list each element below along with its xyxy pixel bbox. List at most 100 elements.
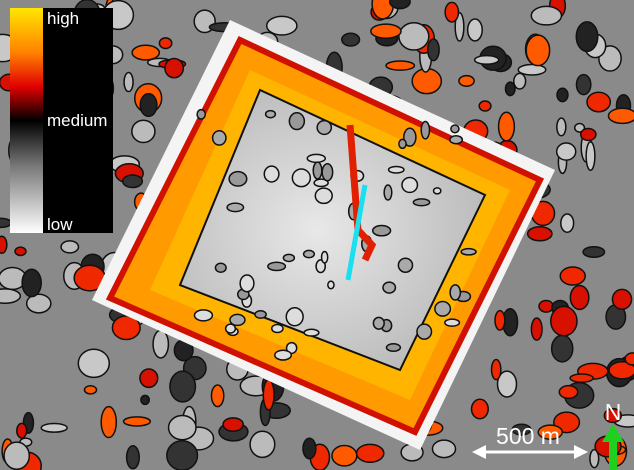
texture-blob (0, 288, 22, 304)
texture-blob (611, 288, 633, 310)
texture-blob (254, 310, 267, 319)
texture-blob (316, 119, 333, 136)
texture-blob (388, 0, 411, 10)
texture-blob (449, 284, 462, 301)
texture-blob (166, 439, 199, 470)
texture-blob (228, 170, 248, 187)
texture-blob (426, 38, 440, 62)
north-arrow-icon (602, 424, 624, 470)
texture-blob (3, 441, 31, 470)
texture-blob (214, 262, 227, 274)
texture-blob (121, 174, 144, 189)
scale-label: 500 m (496, 423, 560, 449)
texture-blob (355, 443, 385, 463)
texture-blob (382, 281, 397, 294)
texture-blob (77, 348, 111, 379)
texture-blob (385, 60, 416, 71)
texture-blob (385, 343, 402, 353)
texture-blob (624, 352, 634, 366)
texture-blob (497, 111, 516, 142)
texture-blob (60, 240, 80, 254)
texture-blob (586, 91, 612, 113)
texture-blob (140, 394, 151, 406)
texture-blob (312, 161, 323, 180)
texture-blob (291, 168, 312, 188)
texture-blob (444, 1, 460, 23)
texture-blob (443, 318, 461, 327)
texture-blob (111, 315, 141, 341)
texture-blob (403, 127, 417, 147)
texture-blob (466, 18, 483, 42)
texture-blob (302, 437, 317, 460)
texture-blob (274, 349, 293, 361)
texture-blob (263, 165, 280, 183)
texture-blob (327, 280, 335, 290)
north-arrow: N (602, 399, 624, 470)
texture-blob (285, 341, 298, 355)
texture-blob (431, 439, 457, 459)
linear-anomaly (346, 124, 377, 262)
texture-blob (398, 22, 430, 51)
texture-blob (100, 405, 118, 439)
texture-blob (589, 448, 600, 469)
color-legend: high medium low (10, 8, 113, 234)
texture-blob (470, 398, 489, 420)
texture-blob (511, 423, 532, 436)
texture-blob (412, 198, 431, 207)
texture-blob (582, 246, 606, 259)
texture-blob (559, 266, 586, 286)
texture-blob (40, 422, 68, 433)
scale-arrow-right (574, 445, 588, 459)
texture-blob (224, 323, 237, 334)
texture-blob (383, 184, 393, 201)
north-label: N (605, 399, 622, 425)
texture-blob (607, 107, 634, 125)
texture-blob (372, 316, 385, 330)
texture-blob (526, 226, 553, 242)
texture-blob (0, 217, 12, 229)
texture-blob (575, 73, 592, 96)
survey-area (92, 20, 555, 450)
texture-blob (314, 187, 333, 205)
texture-blob (432, 187, 442, 195)
texture-blob (608, 360, 634, 380)
texture-blob (125, 444, 140, 470)
texture-blob (370, 23, 402, 39)
texture-blob (282, 253, 296, 263)
legend-label: medium (47, 111, 107, 130)
texture-blob (229, 313, 246, 327)
texture-blob (331, 444, 358, 467)
texture-blob (450, 124, 460, 134)
texture-blob (538, 299, 555, 313)
texture-blob (550, 334, 574, 363)
texture-blob (21, 268, 42, 298)
texture-blob (196, 108, 207, 120)
texture-blob (537, 424, 564, 440)
texture-blob (460, 247, 477, 256)
texture-blob (139, 92, 158, 118)
texture-blob (387, 165, 405, 174)
texture-blob (569, 373, 594, 383)
texture-blob (530, 5, 563, 26)
texture-blob (517, 63, 547, 76)
texture-blob (530, 317, 543, 341)
scale-arrow-left (472, 445, 486, 459)
texture-blob (321, 162, 334, 182)
texture-blob (211, 129, 227, 146)
texture-blob (556, 87, 569, 103)
scale-bar: 500 m (472, 423, 588, 459)
texture-blob (303, 328, 320, 337)
texture-blob (569, 284, 590, 311)
texture-blob (573, 122, 586, 133)
texture-blob (513, 72, 527, 90)
texture-blob (222, 417, 244, 433)
texture-blob (371, 224, 392, 237)
texture-blob (167, 414, 197, 441)
texture-blob (579, 127, 597, 142)
texture-blob (306, 153, 327, 164)
texture-blob (262, 379, 275, 411)
texture-blob (434, 300, 452, 317)
texture-blob (496, 370, 518, 398)
texture-blob (320, 250, 329, 264)
texture-blob (122, 416, 152, 427)
